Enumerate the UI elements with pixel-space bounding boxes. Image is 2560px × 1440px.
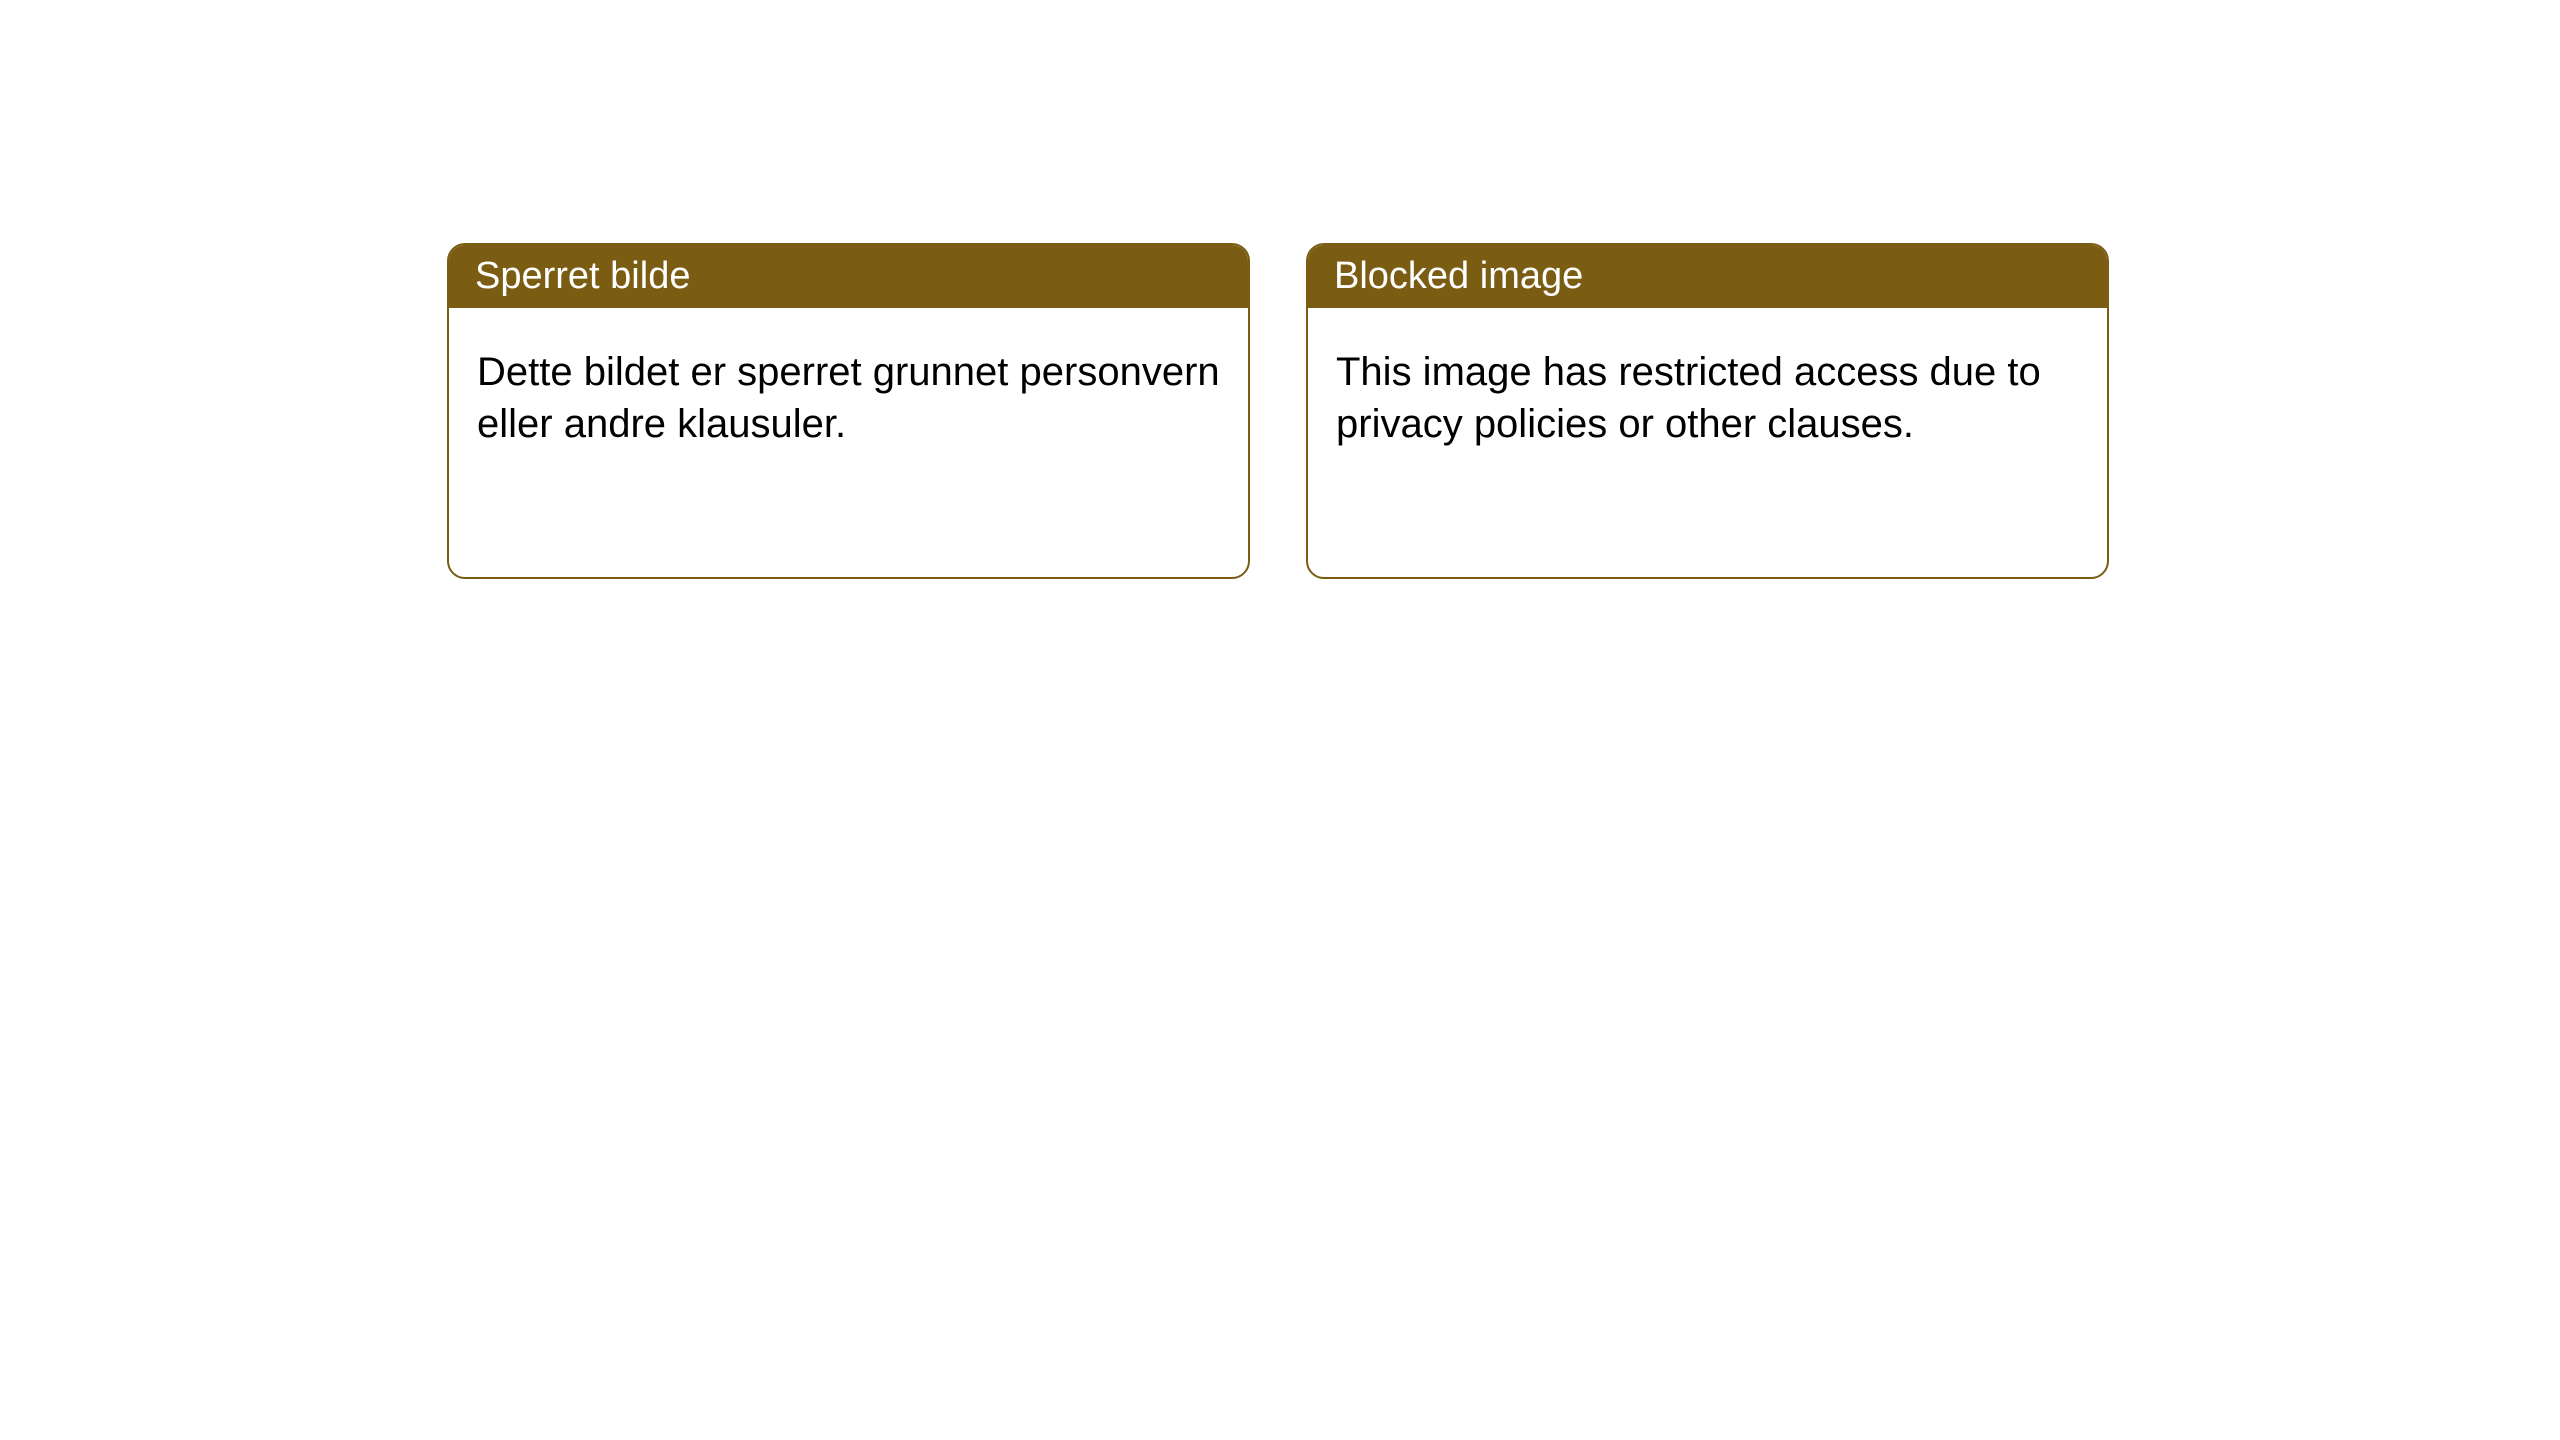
notice-card-english: Blocked image This image has restricted …: [1306, 243, 2109, 579]
notice-body-text: This image has restricted access due to …: [1336, 350, 2041, 446]
notice-card-header: Blocked image: [1308, 245, 2107, 308]
notice-card-header: Sperret bilde: [449, 245, 1248, 308]
notice-body-text: Dette bildet er sperret grunnet personve…: [477, 350, 1220, 446]
notice-title: Sperret bilde: [475, 255, 690, 297]
notice-card-body: Dette bildet er sperret grunnet personve…: [449, 308, 1248, 488]
notice-container: Sperret bilde Dette bildet er sperret gr…: [0, 0, 2560, 579]
notice-card-body: This image has restricted access due to …: [1308, 308, 2107, 488]
notice-card-norwegian: Sperret bilde Dette bildet er sperret gr…: [447, 243, 1250, 579]
notice-title: Blocked image: [1334, 255, 1583, 297]
